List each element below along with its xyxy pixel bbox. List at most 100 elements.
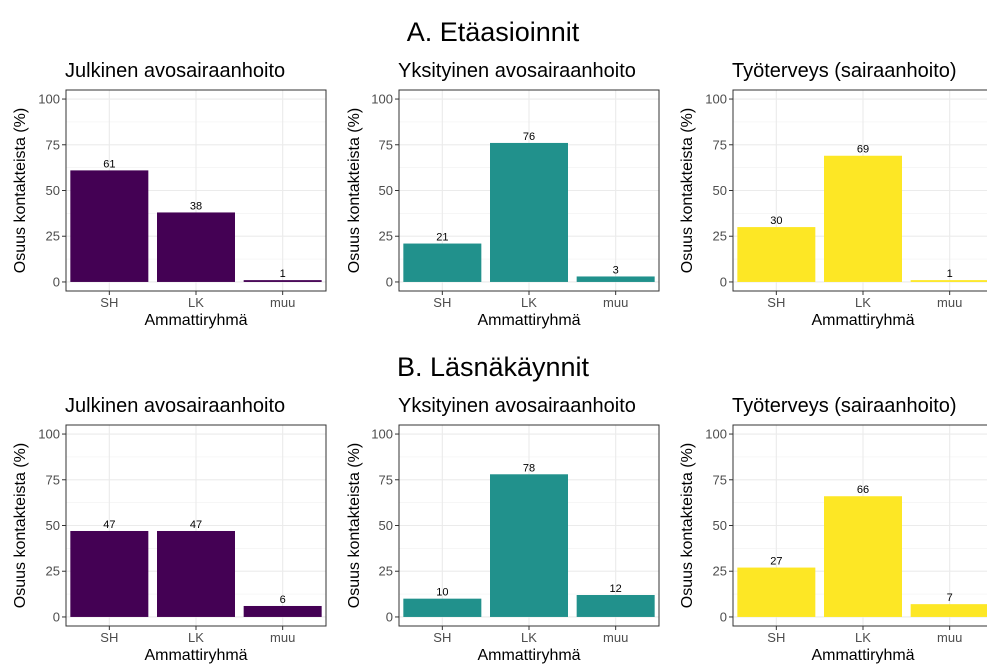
y-tick-label: 25 xyxy=(46,229,60,244)
y-tick-label: 75 xyxy=(379,472,393,487)
bar-value-label: 30 xyxy=(770,215,782,227)
y-tick-label: 75 xyxy=(46,137,60,152)
x-tick-label: SH xyxy=(100,295,118,310)
y-tick-label: 100 xyxy=(38,427,60,442)
panel-a-3: Työterveys (sairaanhoito) 0 25 50 75 100 30 SH 6… xyxy=(679,60,987,329)
panel-border xyxy=(65,89,327,292)
x-axis-title: Ammattiryhmä xyxy=(811,312,914,329)
y-tick-label: 25 xyxy=(46,564,60,579)
bar-value-label: 47 xyxy=(103,519,115,531)
x-tick-label: muu xyxy=(270,630,295,645)
panel-border xyxy=(398,424,660,627)
x-tick-label: LK xyxy=(855,295,871,310)
section-title-a: A. Etäasioinnit xyxy=(407,17,580,47)
y-tick-label: 0 xyxy=(53,609,60,624)
x-tick-label: SH xyxy=(767,295,785,310)
x-tick-label: muu xyxy=(937,630,962,645)
chart-panels: Julkinen avosairaanhoito025507510061SH38… xyxy=(12,60,987,664)
bar-sh xyxy=(70,530,149,617)
y-tick-label: 75 xyxy=(46,472,60,487)
y-tick-label: 50 xyxy=(713,518,727,533)
bar-lk xyxy=(824,155,902,282)
bar-value-label: 47 xyxy=(190,519,202,531)
bar-muu xyxy=(576,595,655,617)
x-tick-label: LK xyxy=(855,630,871,645)
y-tick-label: 50 xyxy=(713,183,727,198)
y-tick-label: 0 xyxy=(720,274,727,289)
bar-value-label: 12 xyxy=(610,583,622,595)
panel-b-2: Yksityinen avosairaanhoito 0 25 50 75 100 10 SH… xyxy=(346,395,660,664)
bar-value-label: 76 xyxy=(523,131,535,143)
y-tick-label: 0 xyxy=(386,609,393,624)
panel-border xyxy=(398,89,660,292)
y-tick-label: 100 xyxy=(705,92,727,107)
x-tick-label: LK xyxy=(188,630,204,645)
y-tick-label: 25 xyxy=(379,564,393,579)
bar-lk xyxy=(157,530,235,617)
y-tick-label: 50 xyxy=(379,518,393,533)
y-axis-title: Osuus kontakteista (%) xyxy=(12,443,29,608)
x-tick-label: muu xyxy=(603,295,628,310)
y-tick-label: 100 xyxy=(705,427,727,442)
bar-muu xyxy=(910,604,987,617)
y-tick-label: 50 xyxy=(46,183,60,198)
y-tick-label: 75 xyxy=(713,137,727,152)
x-tick-label: muu xyxy=(603,630,628,645)
y-tick-label: 100 xyxy=(371,427,393,442)
bar-muu xyxy=(910,280,987,282)
x-tick-label: SH xyxy=(100,630,118,645)
x-tick-label: SH xyxy=(767,630,785,645)
x-tick-label: muu xyxy=(270,295,295,310)
y-tick-label: 0 xyxy=(386,274,393,289)
y-tick-label: 25 xyxy=(713,229,727,244)
y-axis-title: Osuus kontakteista (%) xyxy=(346,443,363,608)
bar-sh xyxy=(737,227,816,282)
bar-value-label: 61 xyxy=(103,158,115,170)
x-tick-label: LK xyxy=(521,630,537,645)
bar-lk xyxy=(824,496,902,617)
panel-border xyxy=(65,424,327,627)
panel-a-2: Yksityinen avosairaanhoito 0 25 50 75 100 21 SH… xyxy=(346,60,660,329)
panel-b-1: Julkinen avosairaanhoito 0 25 50 75 100 47 SH 47… xyxy=(12,395,327,664)
bar-value-label: 66 xyxy=(857,484,869,496)
panel-border xyxy=(732,424,987,627)
bar-lk xyxy=(490,142,568,282)
bar-value-label: 3 xyxy=(613,264,619,276)
y-tick-label: 100 xyxy=(38,92,60,107)
x-axis-title: Ammattiryhmä xyxy=(477,312,580,329)
y-tick-label: 0 xyxy=(53,274,60,289)
x-axis-title: Ammattiryhmä xyxy=(144,647,247,664)
panel-title: Työterveys (sairaanhoito) xyxy=(732,395,957,417)
bar-value-label: 21 xyxy=(436,232,448,244)
bar-value-label: 69 xyxy=(857,144,869,156)
y-axis-title: Osuus kontakteista (%) xyxy=(346,108,363,273)
y-tick-label: 0 xyxy=(720,609,727,624)
panel-title: Julkinen avosairaanhoito xyxy=(65,395,285,417)
x-axis-title: Ammattiryhmä xyxy=(144,312,247,329)
panel-b-3: Työterveys (sairaanhoito) 0 25 50 75 100 27 SH 6… xyxy=(679,395,987,664)
bar-value-label: 38 xyxy=(190,200,202,212)
bar-value-label: 78 xyxy=(523,462,535,474)
x-tick-label: muu xyxy=(937,295,962,310)
y-tick-label: 25 xyxy=(713,564,727,579)
x-tick-label: LK xyxy=(521,295,537,310)
y-tick-label: 50 xyxy=(379,183,393,198)
y-tick-label: 25 xyxy=(379,229,393,244)
y-axis-title: Osuus kontakteista (%) xyxy=(679,108,696,273)
panel-a-1: Julkinen avosairaanhoito 0 25 50 75 100 61 SH 38… xyxy=(12,60,327,329)
bar-lk xyxy=(157,212,235,282)
x-tick-label: LK xyxy=(188,295,204,310)
panel-title: Työterveys (sairaanhoito) xyxy=(732,60,957,82)
y-tick-label: 75 xyxy=(713,472,727,487)
bar-muu xyxy=(576,276,655,282)
y-axis-title: Osuus kontakteista (%) xyxy=(679,443,696,608)
x-tick-label: SH xyxy=(433,630,451,645)
section-title-b: B. Läsnäkäynnit xyxy=(397,352,590,382)
y-axis-title: Osuus kontakteista (%) xyxy=(12,108,29,273)
bar-value-label: 10 xyxy=(436,587,448,599)
y-tick-label: 100 xyxy=(371,92,393,107)
bar-value-label: 7 xyxy=(947,592,953,604)
y-tick-label: 50 xyxy=(46,518,60,533)
bar-sh xyxy=(70,170,149,282)
